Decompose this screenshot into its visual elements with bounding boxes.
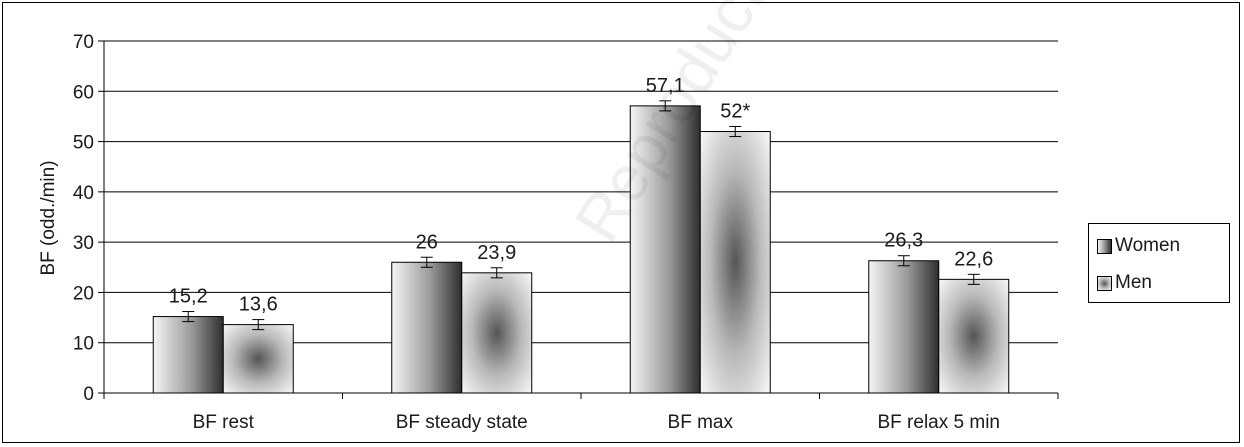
y-tick-label: 40 [73, 183, 94, 204]
y-axis-label: BF (odd./min) [38, 160, 59, 275]
data-label: 22,6 [954, 248, 993, 270]
bar-men [461, 272, 533, 394]
y-tick-label: 0 [83, 384, 94, 405]
legend-item-men: Men [1097, 272, 1152, 293]
data-label: 15,2 [169, 286, 208, 308]
data-label: 26,3 [884, 230, 923, 252]
x-tick-label: BF rest [193, 412, 255, 433]
bar-women [152, 316, 224, 394]
x-tick-label: BF max [668, 412, 734, 433]
bar-women [391, 261, 463, 394]
data-label: 13,6 [239, 294, 278, 316]
bar-men [938, 278, 1010, 394]
bar-women [629, 105, 701, 394]
y-tick-label: 50 [73, 133, 94, 154]
y-tick-label: 30 [73, 233, 94, 254]
y-tick-label: 70 [73, 32, 94, 53]
legend: Women Men [1088, 223, 1230, 303]
legend-label-women: Women [1115, 235, 1181, 256]
y-tick-label: 60 [73, 82, 94, 103]
legend-swatch-women [1097, 238, 1112, 254]
bar-men [699, 131, 771, 394]
y-tick-label: 20 [73, 283, 94, 304]
x-tick-label: BF relax 5 min [878, 412, 1000, 433]
bar-men [222, 324, 294, 394]
data-label: 23,9 [477, 242, 516, 264]
x-tick-label: BF steady state [396, 412, 528, 433]
bar-women [868, 260, 940, 394]
data-label: 52* [720, 101, 750, 123]
y-tick-label: 10 [73, 334, 94, 355]
data-label: 57,1 [646, 75, 685, 97]
legend-swatch-men [1097, 275, 1112, 291]
legend-label-men: Men [1115, 272, 1152, 293]
legend-item-women: Women [1097, 235, 1181, 256]
data-label: 26 [416, 231, 438, 253]
